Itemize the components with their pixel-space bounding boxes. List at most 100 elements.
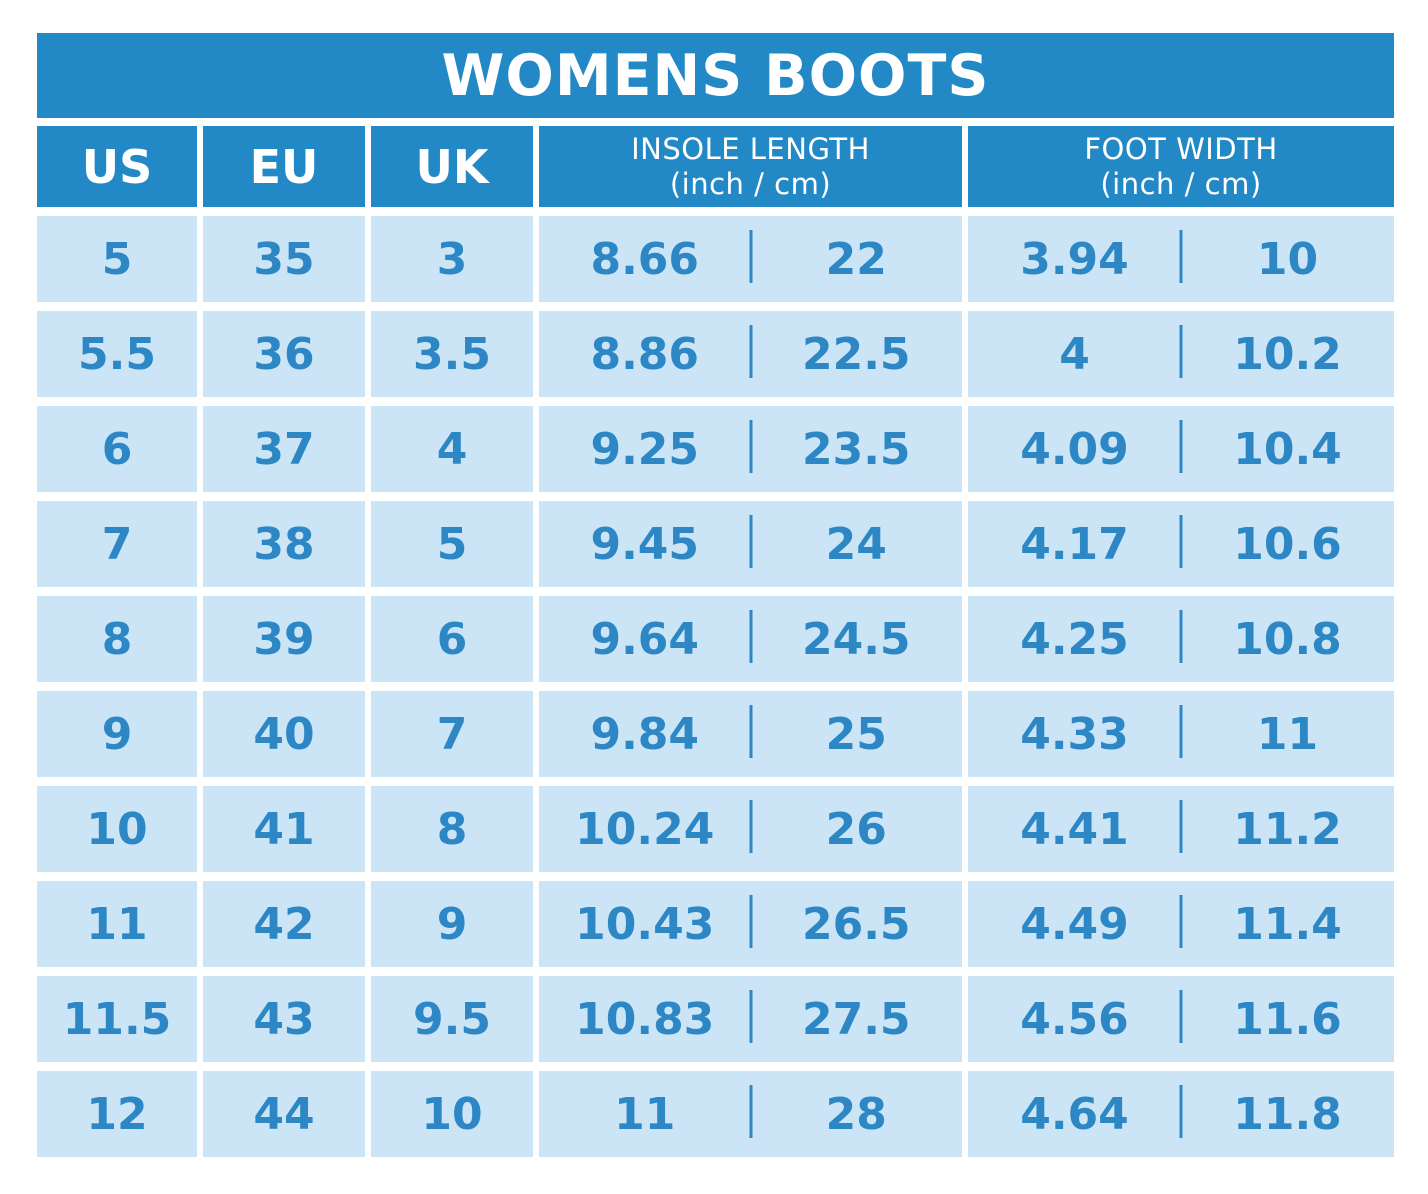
cell-uk: 5 [371, 501, 533, 587]
cell-foot-width: 4 10.2 [968, 311, 1394, 397]
cell-foot-width: 4.25 10.8 [968, 596, 1394, 682]
cell-divider [1179, 989, 1183, 1044]
table-row: 11 42 9 10.43 26.5 4.49 11.4 [37, 881, 1394, 967]
cell-uk: 9 [371, 881, 533, 967]
cell-foot-width: 4.56 11.6 [968, 976, 1394, 1062]
cell-us: 5 [37, 216, 197, 302]
table-row: 5.5 36 3.5 8.86 22.5 4 10.2 [37, 311, 1394, 397]
cell-uk: 3.5 [371, 311, 533, 397]
column-header-insole-length-line2: (inch / cm) [669, 166, 832, 201]
cell-divider [1179, 324, 1183, 379]
cell-us: 6 [37, 406, 197, 492]
column-header-us: US [37, 126, 197, 207]
cell-uk: 4 [371, 406, 533, 492]
cell-us: 12 [37, 1071, 197, 1157]
cell-eu: 38 [203, 501, 365, 587]
cell-us: 9 [37, 691, 197, 777]
cell-us: 7 [37, 501, 197, 587]
cell-divider [749, 419, 752, 474]
cell-uk: 10 [371, 1071, 533, 1157]
cell-divider [1179, 419, 1183, 474]
insole-inch-value: 10.43 [575, 898, 715, 950]
width-cm-value: 10 [1256, 233, 1319, 285]
insole-inch-value: 8.86 [590, 328, 700, 380]
insole-inch-value: 9.84 [590, 708, 700, 760]
insole-inch-value: 9.64 [590, 613, 700, 665]
cell-insole-length: 9.84 25 [539, 691, 962, 777]
width-inch-value: 4.56 [1020, 993, 1129, 1045]
cell-divider [1179, 514, 1183, 569]
cell-foot-width: 4.33 11 [968, 691, 1394, 777]
width-cm-value: 11.2 [1233, 803, 1342, 855]
cell-divider [749, 229, 752, 284]
cell-insole-length: 10.43 26.5 [539, 881, 962, 967]
cell-eu: 35 [203, 216, 365, 302]
insole-cm-value: 23.5 [801, 423, 911, 475]
cell-eu: 42 [203, 881, 365, 967]
insole-inch-value: 10.24 [575, 803, 715, 855]
size-chart: WOMENS BOOTS US EU UK INSOLE LENGTH (inc… [37, 33, 1394, 1166]
table-row: 8 39 6 9.64 24.5 4.25 10.8 [37, 596, 1394, 682]
width-inch-value: 4 [1059, 328, 1090, 380]
cell-eu: 40 [203, 691, 365, 777]
table-row: 10 41 8 10.24 26 4.41 11.2 [37, 786, 1394, 872]
cell-divider [1179, 799, 1183, 854]
cell-foot-width: 4.49 11.4 [968, 881, 1394, 967]
width-inch-value: 4.09 [1020, 423, 1129, 475]
column-header-insole-length: INSOLE LENGTH (inch / cm) [539, 126, 962, 207]
insole-inch-value: 11 [614, 1088, 676, 1140]
insole-cm-value: 24 [825, 518, 887, 570]
cell-insole-length: 9.64 24.5 [539, 596, 962, 682]
cell-eu: 37 [203, 406, 365, 492]
column-header-uk: UK [371, 126, 533, 207]
cell-divider [1179, 609, 1183, 664]
width-cm-value: 10.2 [1233, 328, 1342, 380]
insole-cm-value: 24.5 [801, 613, 911, 665]
width-cm-value: 10.6 [1233, 518, 1342, 570]
column-header-foot-width-line2: (inch / cm) [1100, 166, 1262, 201]
insole-cm-value: 22.5 [801, 328, 911, 380]
cell-foot-width: 4.41 11.2 [968, 786, 1394, 872]
cell-foot-width: 4.17 10.6 [968, 501, 1394, 587]
table-row: 11.5 43 9.5 10.83 27.5 4.56 11.6 [37, 976, 1394, 1062]
width-cm-value: 11.6 [1233, 993, 1342, 1045]
cell-divider [749, 514, 752, 569]
width-cm-value: 10.8 [1233, 613, 1342, 665]
table-row: 5 35 3 8.66 22 3.94 10 [37, 216, 1394, 302]
cell-divider [749, 894, 752, 949]
insole-cm-value: 28 [825, 1088, 887, 1140]
insole-cm-value: 27.5 [801, 993, 911, 1045]
cell-us: 11 [37, 881, 197, 967]
insole-cm-value: 22 [825, 233, 887, 285]
column-header-row: US EU UK INSOLE LENGTH (inch / cm) FOOT … [37, 126, 1394, 207]
chart-title: WOMENS BOOTS [37, 33, 1394, 118]
column-header-insole-length-line1: INSOLE LENGTH [631, 132, 870, 167]
cell-uk: 8 [371, 786, 533, 872]
insole-inch-value: 9.45 [590, 518, 700, 570]
width-cm-value: 10.4 [1233, 423, 1342, 475]
width-inch-value: 4.17 [1020, 518, 1129, 570]
table-row: 9 40 7 9.84 25 4.33 11 [37, 691, 1394, 777]
cell-insole-length: 10.24 26 [539, 786, 962, 872]
width-inch-value: 4.41 [1020, 803, 1129, 855]
cell-eu: 39 [203, 596, 365, 682]
cell-divider [1179, 704, 1183, 759]
cell-divider [1179, 229, 1183, 284]
cell-divider [749, 609, 752, 664]
cell-eu: 36 [203, 311, 365, 397]
cell-us: 10 [37, 786, 197, 872]
cell-insole-length: 10.83 27.5 [539, 976, 962, 1062]
cell-foot-width: 4.09 10.4 [968, 406, 1394, 492]
cell-us: 5.5 [37, 311, 197, 397]
cell-eu: 41 [203, 786, 365, 872]
table-row: 6 37 4 9.25 23.5 4.09 10.4 [37, 406, 1394, 492]
insole-inch-value: 10.83 [575, 993, 715, 1045]
width-inch-value: 4.33 [1020, 708, 1129, 760]
width-inch-value: 4.64 [1020, 1088, 1129, 1140]
width-inch-value: 4.49 [1020, 898, 1129, 950]
cell-divider [749, 989, 752, 1044]
column-header-foot-width: FOOT WIDTH (inch / cm) [968, 126, 1394, 207]
column-header-foot-width-line1: FOOT WIDTH [1084, 132, 1278, 167]
insole-cm-value: 26 [825, 803, 887, 855]
width-inch-value: 3.94 [1020, 233, 1129, 285]
